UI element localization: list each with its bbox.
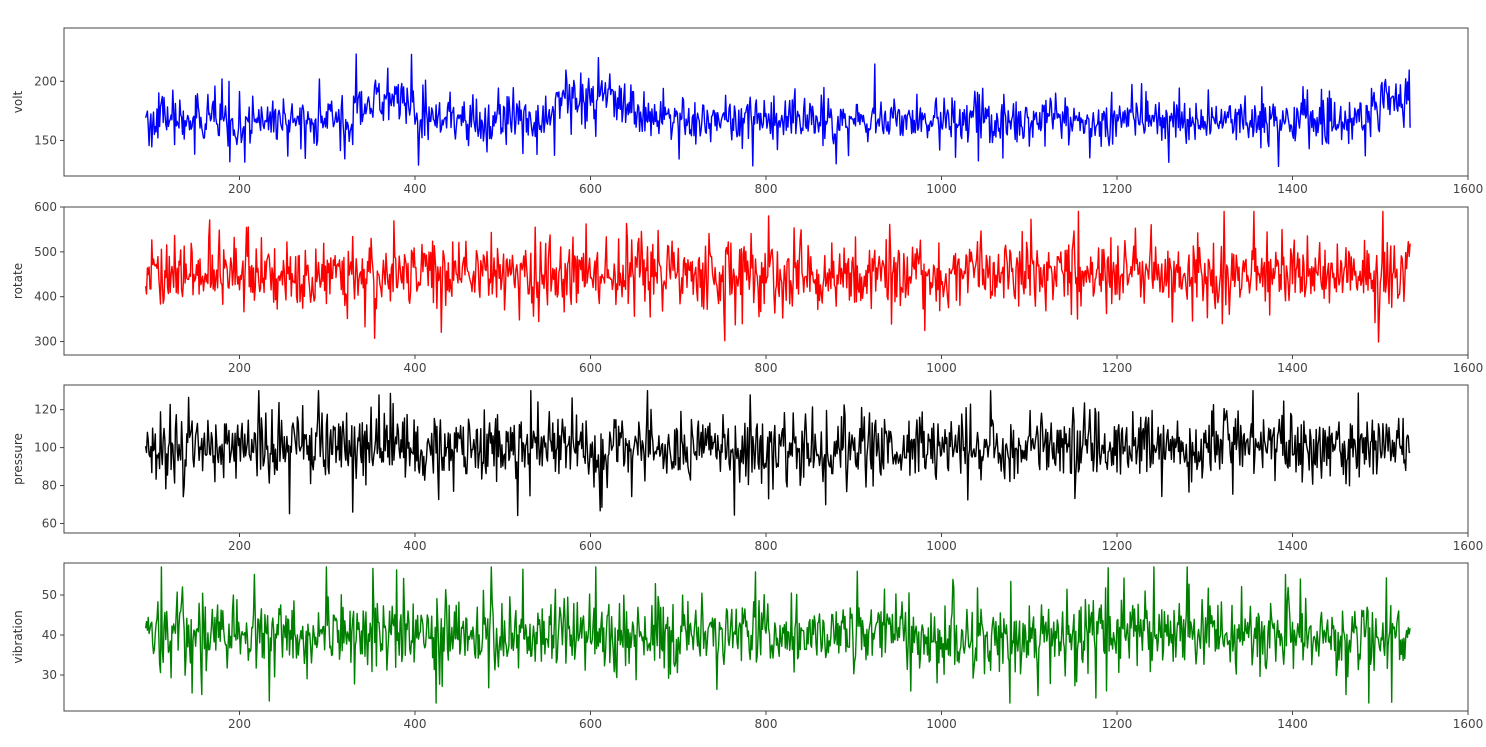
y-axis-label: vibration [11,610,25,663]
y-tick-label: 300 [34,335,57,349]
y-tick-label: 120 [34,403,57,417]
x-tick-label: 200 [228,361,251,375]
y-tick-label: 200 [34,74,57,88]
series-line-pressure [144,390,1411,517]
y-tick-label: 100 [34,441,57,455]
y-tick-label: 40 [42,628,57,642]
y-tick-label: 150 [34,133,57,147]
x-tick-label: 800 [755,717,778,731]
plot-frame [63,27,1469,177]
panel-pressure: 200 400 600 800 1000 1200 1400 1600 60 80 100 120 pr… [11,384,1484,553]
y-axis-label: rotate [11,263,25,299]
x-tick-label: 200 [228,717,251,731]
x-tick-label: 200 [228,182,251,196]
x-tick-label: 1600 [1453,361,1484,375]
y-tick-label: 500 [34,245,57,259]
y-axis-label: pressure [11,433,25,485]
x-tick-label: 600 [579,717,602,731]
x-tick-label: 1400 [1277,361,1308,375]
x-tick-label: 1200 [1102,717,1133,731]
series-line-volt [144,53,1411,168]
x-tick-label: 400 [404,361,427,375]
x-tick-label: 600 [579,182,602,196]
x-tick-label: 1000 [926,182,957,196]
x-tick-label: 1400 [1277,182,1308,196]
y-tick-label: 400 [34,290,57,304]
x-tick-label: 1600 [1453,539,1484,553]
x-tick-label: 400 [404,717,427,731]
x-tick-label: 200 [228,539,251,553]
x-tick-label: 600 [579,361,602,375]
y-tick-label: 60 [42,517,57,531]
x-tick-label: 1200 [1102,539,1133,553]
x-tick-label: 1600 [1453,717,1484,731]
x-tick-label: 1400 [1277,539,1308,553]
series-line-rotate [144,210,1411,343]
x-tick-label: 400 [404,539,427,553]
x-tick-label: 1400 [1277,717,1308,731]
x-tick-label: 1200 [1102,182,1133,196]
x-tick-label: 800 [755,182,778,196]
x-tick-label: 800 [755,539,778,553]
panel-rotate: 200 400 600 800 1000 1200 1400 1600 300 400 500 600… [11,200,1483,375]
x-tick-label: 1000 [926,539,957,553]
x-tick-label: 1600 [1453,182,1484,196]
series-line-vibration [144,566,1411,704]
x-tick-label: 400 [404,182,427,196]
x-tick-label: 800 [755,361,778,375]
y-tick-label: 50 [42,588,57,602]
panel-vibration: 200 400 600 800 1000 1200 1400 1600 30 40 50 vibrat… [11,562,1484,731]
y-tick-label: 600 [34,200,57,214]
y-tick-label: 80 [42,479,57,493]
y-tick-label: 30 [42,668,57,682]
x-tick-label: 1000 [926,717,957,731]
y-axis-label: volt [11,90,25,113]
x-tick-label: 1200 [1102,361,1133,375]
x-tick-label: 1000 [926,361,957,375]
x-tick-label: 600 [579,539,602,553]
panel-volt: 200 400 600 800 1000 1200 1400 1600 150 200 volt [11,27,1484,196]
